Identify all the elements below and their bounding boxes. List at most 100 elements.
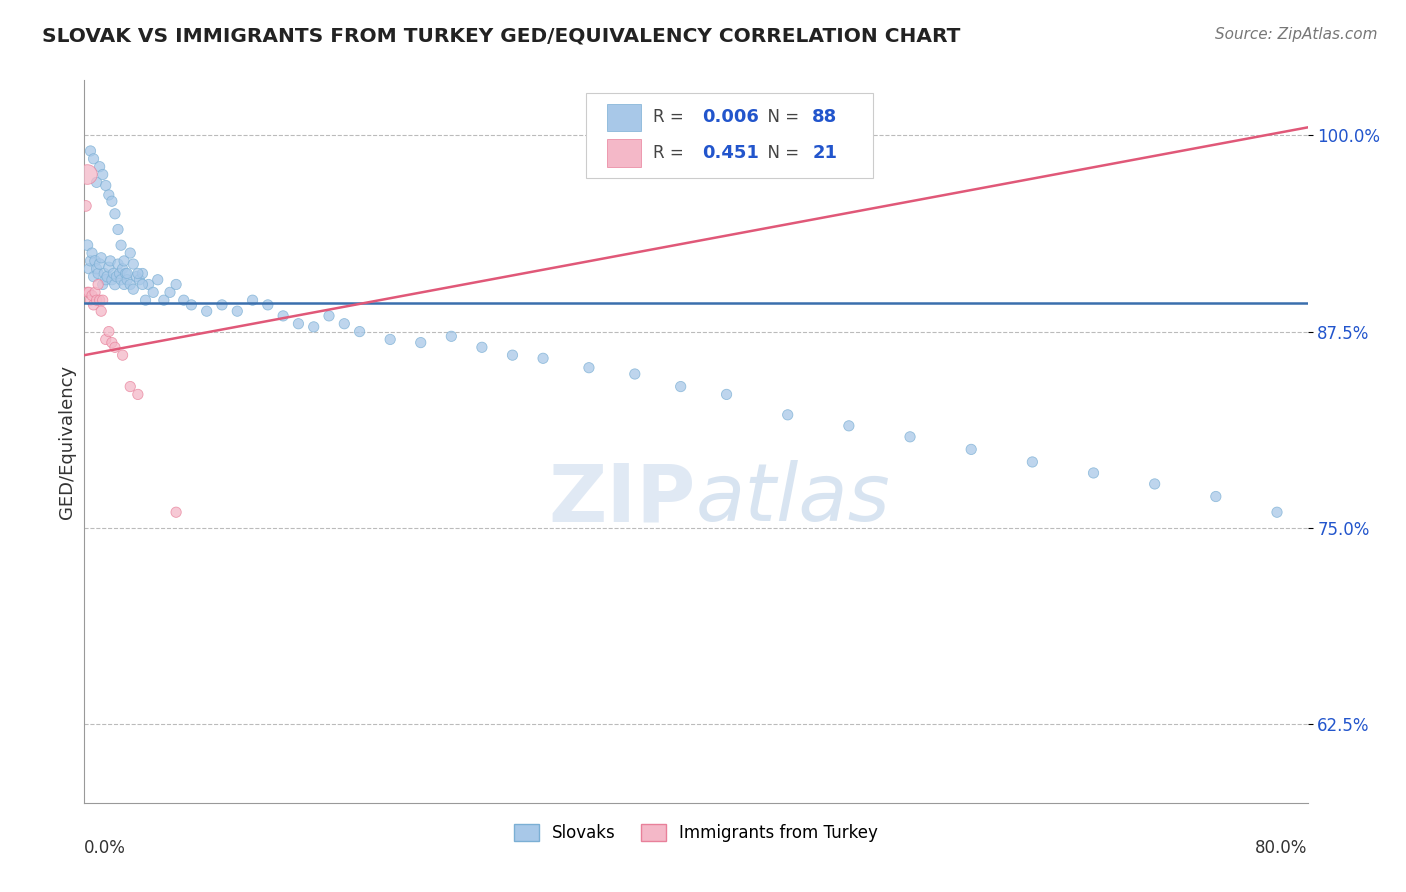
Point — [97, 325, 120, 339]
Point — [226, 304, 249, 318]
Point — [110, 238, 132, 252]
Point — [195, 304, 218, 318]
Point — [87, 277, 110, 292]
Point — [125, 269, 148, 284]
Point — [111, 348, 134, 362]
Point — [159, 285, 181, 300]
Point — [101, 273, 124, 287]
Point — [898, 430, 921, 444]
Point — [96, 269, 118, 284]
Point — [112, 277, 135, 292]
Point — [107, 257, 129, 271]
Point — [257, 298, 280, 312]
Point — [77, 285, 100, 300]
Point — [107, 222, 129, 236]
Point — [76, 285, 98, 300]
Point — [120, 277, 142, 292]
Point — [471, 340, 494, 354]
Text: 0.0%: 0.0% — [84, 838, 127, 857]
Point — [89, 160, 111, 174]
Y-axis label: GED/Equivalency: GED/Equivalency — [58, 365, 76, 518]
FancyBboxPatch shape — [586, 93, 873, 178]
Point — [131, 277, 153, 292]
Point — [127, 267, 149, 281]
Text: atlas: atlas — [696, 460, 891, 539]
Point — [104, 207, 127, 221]
Point — [115, 273, 138, 287]
Point — [146, 273, 169, 287]
Point — [131, 267, 153, 281]
Point — [77, 261, 100, 276]
Point — [1021, 455, 1043, 469]
Point — [318, 309, 340, 323]
Point — [108, 267, 131, 281]
Point — [87, 267, 110, 281]
Text: ZIP: ZIP — [548, 460, 696, 539]
FancyBboxPatch shape — [606, 139, 641, 167]
Point — [97, 260, 120, 275]
Point — [90, 304, 112, 318]
Point — [80, 246, 103, 260]
Text: N =: N = — [758, 108, 804, 127]
Text: N =: N = — [758, 145, 804, 162]
Point — [86, 175, 108, 189]
Point — [1205, 490, 1227, 504]
Text: R =: R = — [654, 108, 689, 127]
Point — [91, 293, 114, 308]
Point — [86, 293, 108, 308]
Point — [440, 329, 463, 343]
Point — [104, 340, 127, 354]
Point — [165, 277, 187, 292]
Point — [333, 317, 356, 331]
Point — [302, 319, 325, 334]
Point — [135, 293, 157, 308]
Point — [142, 285, 165, 300]
Point — [91, 277, 114, 292]
Point — [838, 418, 860, 433]
Point — [112, 253, 135, 268]
Point — [502, 348, 524, 362]
Point — [101, 335, 124, 350]
Text: R =: R = — [654, 145, 689, 162]
Point — [122, 282, 145, 296]
Point — [287, 317, 309, 331]
Point — [960, 442, 983, 457]
Point — [83, 298, 105, 312]
Point — [138, 277, 160, 292]
Point — [349, 325, 371, 339]
Point — [122, 257, 145, 271]
Text: 80.0%: 80.0% — [1256, 838, 1308, 857]
Point — [120, 246, 142, 260]
Point — [153, 293, 176, 308]
Point — [76, 238, 98, 252]
Point — [89, 257, 111, 271]
Legend: Slovaks, Immigrants from Turkey: Slovaks, Immigrants from Turkey — [508, 817, 884, 848]
Point — [624, 367, 647, 381]
Point — [101, 194, 124, 209]
Point — [105, 269, 128, 284]
Point — [83, 152, 105, 166]
Point — [76, 168, 98, 182]
Point — [1083, 466, 1105, 480]
Text: 88: 88 — [813, 108, 838, 127]
Point — [1143, 477, 1166, 491]
Point — [409, 335, 432, 350]
Point — [114, 267, 136, 281]
Point — [80, 288, 103, 302]
Text: 0.451: 0.451 — [702, 145, 759, 162]
Point — [115, 267, 138, 281]
Point — [97, 188, 120, 202]
Point — [128, 273, 150, 287]
Point — [120, 379, 142, 393]
Point — [111, 261, 134, 276]
Text: Source: ZipAtlas.com: Source: ZipAtlas.com — [1215, 27, 1378, 42]
Point — [531, 351, 554, 366]
Point — [669, 379, 692, 393]
Point — [79, 144, 101, 158]
Point — [98, 253, 121, 268]
Point — [79, 293, 101, 308]
Text: SLOVAK VS IMMIGRANTS FROM TURKEY GED/EQUIVALENCY CORRELATION CHART: SLOVAK VS IMMIGRANTS FROM TURKEY GED/EQU… — [42, 27, 960, 45]
Point — [104, 277, 127, 292]
Point — [103, 267, 125, 281]
Point — [578, 360, 600, 375]
